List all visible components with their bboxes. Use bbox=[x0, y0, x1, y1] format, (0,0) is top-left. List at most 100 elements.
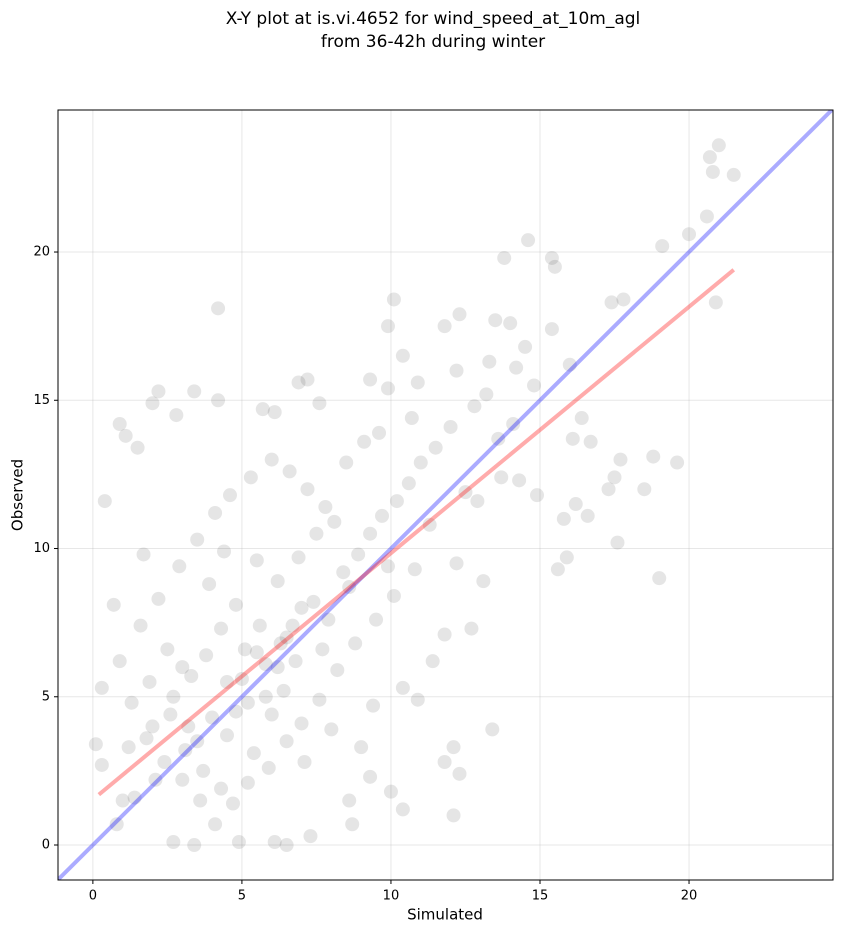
y-tick-label: 0 bbox=[42, 838, 50, 853]
scatter-point bbox=[240, 775, 255, 790]
scatter-point bbox=[413, 455, 428, 470]
scatter-point bbox=[127, 790, 142, 805]
scatter-point bbox=[106, 597, 121, 612]
scatter-point bbox=[479, 387, 494, 402]
scatter-point bbox=[202, 577, 217, 592]
scatter-point bbox=[470, 494, 485, 509]
scatter-point bbox=[231, 835, 246, 850]
scatter-point bbox=[428, 440, 443, 455]
scatter-point bbox=[562, 357, 577, 372]
scatter-point bbox=[211, 301, 226, 316]
scatter-point bbox=[559, 550, 574, 565]
scatter-point bbox=[446, 808, 461, 823]
scatter-point bbox=[527, 378, 542, 393]
scatter-point bbox=[583, 434, 598, 449]
scatter-point bbox=[309, 526, 324, 541]
scatter-point bbox=[565, 431, 580, 446]
scatter-point bbox=[395, 802, 410, 817]
scatter-point bbox=[705, 164, 720, 179]
scatter-point bbox=[380, 381, 395, 396]
scatter-point bbox=[449, 363, 464, 378]
scatter-point bbox=[270, 660, 285, 675]
scatter-point bbox=[318, 500, 333, 515]
scatter-point bbox=[133, 618, 148, 633]
scatter-point bbox=[530, 488, 545, 503]
scatter-point bbox=[395, 348, 410, 363]
ticks: 0 5 10 15 20 0 5 10 15 20 bbox=[33, 245, 697, 904]
scatter-point bbox=[407, 562, 422, 577]
scatter-point bbox=[252, 618, 267, 633]
scatter-point bbox=[601, 482, 616, 497]
scatter-point bbox=[613, 452, 628, 467]
scatter-point bbox=[452, 766, 467, 781]
scatter-point bbox=[312, 692, 327, 707]
scatter-point bbox=[220, 674, 235, 689]
scatter-point bbox=[208, 505, 223, 520]
scatter-point bbox=[321, 612, 336, 627]
scatter-point bbox=[294, 600, 309, 615]
scatter-point bbox=[270, 574, 285, 589]
scatter-point bbox=[115, 793, 130, 808]
scatter-point bbox=[112, 654, 127, 669]
scatter-point bbox=[94, 757, 109, 772]
scatter-point bbox=[464, 621, 479, 636]
scatter-point bbox=[237, 642, 252, 657]
grid bbox=[58, 110, 833, 880]
scatter-point bbox=[300, 482, 315, 497]
scatter-point bbox=[518, 339, 533, 354]
scatter-point bbox=[217, 544, 232, 559]
scatter-point bbox=[670, 455, 685, 470]
scatter-point bbox=[214, 621, 229, 636]
scatter-point bbox=[255, 402, 270, 417]
scatter-point bbox=[726, 167, 741, 182]
scatter-point bbox=[345, 817, 360, 832]
scatter-point bbox=[410, 692, 425, 707]
scatter-point bbox=[476, 574, 491, 589]
scatter-point bbox=[279, 630, 294, 645]
scatter-point bbox=[556, 511, 571, 526]
y-axis-label: Observed bbox=[9, 459, 27, 531]
fit-line bbox=[97, 268, 736, 797]
scatter-point bbox=[682, 227, 697, 242]
x-tick-label: 15 bbox=[532, 889, 549, 904]
y-tick-label: 5 bbox=[42, 689, 50, 704]
scatter-point bbox=[279, 734, 294, 749]
scatter-point bbox=[157, 754, 172, 769]
scatter-point bbox=[342, 793, 357, 808]
scatter-point bbox=[94, 680, 109, 695]
scatter-point bbox=[330, 663, 345, 678]
scatter-point bbox=[228, 597, 243, 612]
chart-title: X-Y plot at is.vi.4652 for wind_speed_at… bbox=[226, 9, 641, 29]
scatter-point bbox=[276, 683, 291, 698]
scatter-point bbox=[547, 259, 562, 274]
y-tick-label: 15 bbox=[33, 393, 50, 408]
scatter-point bbox=[354, 740, 369, 755]
scatter-point bbox=[494, 470, 509, 485]
scatter-point bbox=[300, 372, 315, 387]
scatter-point bbox=[458, 485, 473, 500]
scatter-point bbox=[228, 704, 243, 719]
y-tick-label: 10 bbox=[33, 541, 50, 556]
scatter-point bbox=[574, 411, 589, 426]
scatter-point bbox=[163, 707, 178, 722]
scatter-point bbox=[544, 250, 559, 265]
scatter-point bbox=[291, 375, 306, 390]
scatter-point bbox=[699, 209, 714, 224]
scatter-point bbox=[610, 535, 625, 550]
scatter-point bbox=[181, 719, 196, 734]
scatter-point bbox=[380, 319, 395, 334]
scatter-point bbox=[124, 695, 139, 710]
scatter-point bbox=[443, 419, 458, 434]
scatter-point bbox=[437, 627, 452, 642]
scatter-point bbox=[497, 250, 512, 265]
scatter-point bbox=[491, 431, 506, 446]
scatter-point bbox=[568, 497, 583, 512]
scatter-point bbox=[109, 817, 124, 832]
scatter-point bbox=[267, 835, 282, 850]
scatter-point bbox=[711, 138, 726, 153]
scatter-point bbox=[193, 793, 208, 808]
scatter-point bbox=[306, 594, 321, 609]
scatter-point bbox=[410, 375, 425, 390]
scatter-point bbox=[425, 654, 440, 669]
